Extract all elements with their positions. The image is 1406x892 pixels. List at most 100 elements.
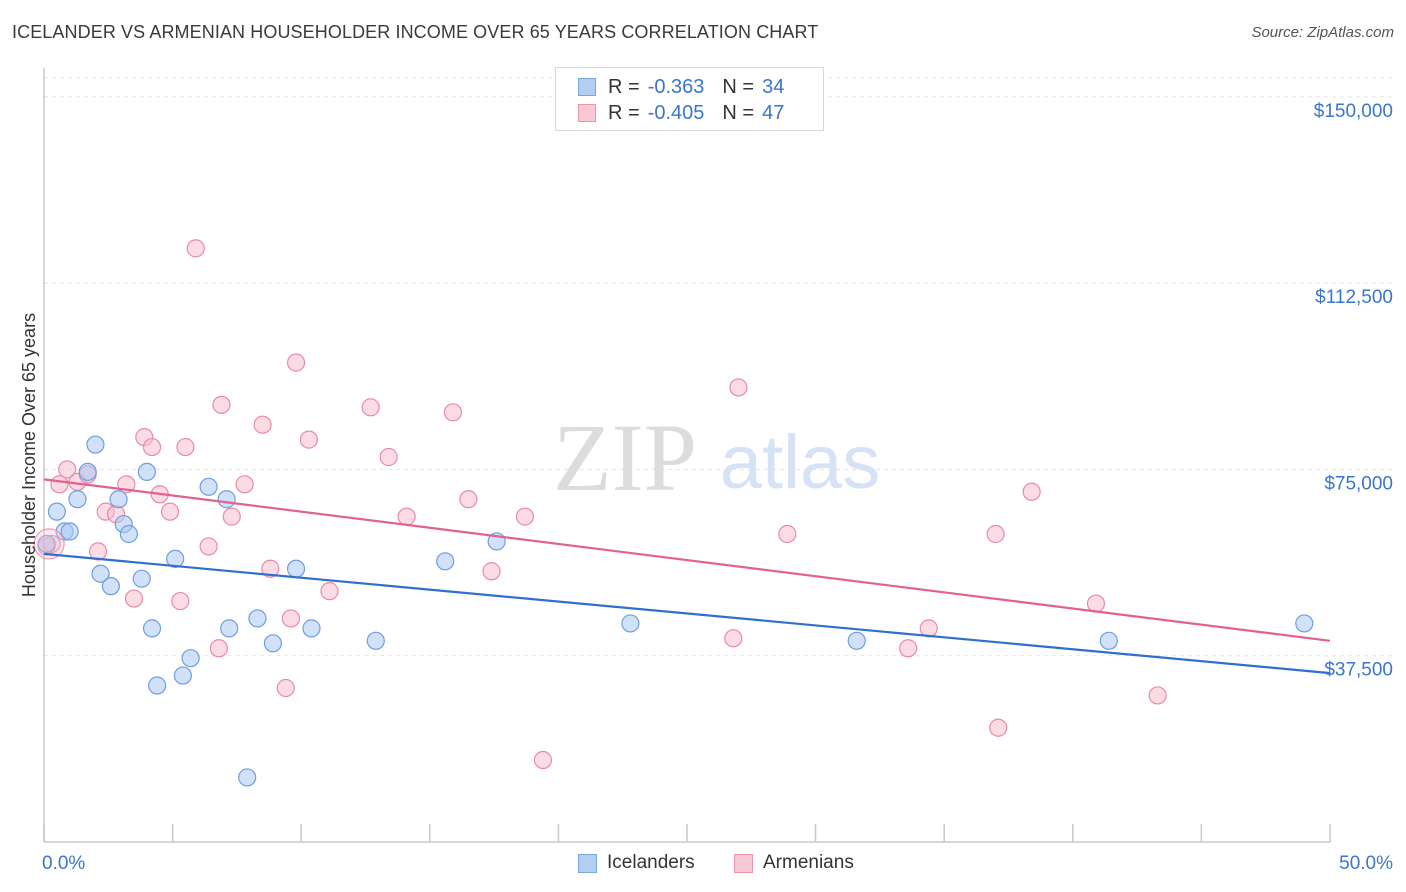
point-armenian	[729, 378, 748, 397]
point-icelander	[137, 462, 156, 482]
point-armenian	[171, 591, 190, 611]
point-armenian	[899, 639, 918, 658]
point-icelander	[263, 634, 283, 653]
point-armenian	[320, 582, 339, 601]
grid-layer	[44, 77, 1395, 657]
watermark-zip: ZIP	[553, 404, 697, 511]
point-icelander	[109, 490, 128, 509]
point-armenian	[261, 559, 280, 578]
bottom-legend-label-icelanders: Icelanders	[607, 852, 695, 873]
y-tick-label: $37,500	[1324, 660, 1393, 681]
point-armenian	[58, 460, 77, 479]
point-icelander	[166, 549, 185, 568]
point-icelander	[37, 534, 56, 554]
point-armenian	[1022, 482, 1041, 501]
point-armenian	[124, 589, 144, 608]
point-icelander	[238, 768, 257, 787]
point-armenian	[299, 430, 319, 449]
point-armenian	[176, 437, 195, 457]
correlation-legend: R = -0.363 N = 34 R = -0.405 N = 47	[555, 67, 824, 131]
point-icelander	[248, 609, 267, 628]
legend-r-value: -0.405	[647, 101, 705, 124]
point-armenian	[281, 609, 301, 628]
point-icelander	[217, 490, 236, 509]
point-icelander	[173, 666, 192, 685]
point-icelander	[621, 614, 640, 633]
point-armenian	[533, 750, 553, 770]
point-icelander	[366, 631, 385, 650]
points-layer	[33, 239, 1314, 787]
point-icelander	[68, 490, 87, 509]
legend-row-armenians: R = -0.405 N = 47	[578, 101, 784, 125]
point-icelander	[78, 462, 97, 482]
point-armenian	[989, 718, 1008, 737]
legend-n-label: N =	[722, 75, 755, 98]
point-armenian	[482, 562, 501, 581]
point-armenian	[397, 507, 416, 526]
x-tick-label: 0.0%	[42, 853, 85, 874]
point-icelander	[181, 649, 200, 668]
point-armenian	[1148, 686, 1167, 705]
point-icelander	[436, 552, 455, 571]
watermark-atlas: atlas	[720, 420, 881, 505]
point-armenian	[1086, 594, 1106, 613]
y-tick-label: $112,500	[1315, 287, 1393, 308]
point-armenian	[222, 507, 241, 526]
trendline-armenian	[43, 478, 1331, 642]
point-icelander	[47, 502, 66, 521]
point-armenian	[986, 524, 1005, 544]
point-icelander	[199, 477, 218, 496]
bottom-legend-swatch-armenians	[734, 853, 753, 873]
legend-r-value: -0.363	[647, 75, 705, 98]
trendline-icelander	[43, 552, 1331, 675]
source-label: Source: ZipAtlas.com	[1251, 24, 1394, 41]
x-tick-label: 50.0%	[1339, 853, 1393, 874]
point-armenian	[276, 678, 295, 698]
legend-r-label: R =	[608, 101, 640, 124]
point-icelander	[119, 524, 138, 544]
point-armenian	[50, 475, 69, 494]
point-armenian	[443, 403, 463, 422]
chart-title: ICELANDER VS ARMENIAN HOUSEHOLDER INCOME…	[12, 22, 819, 42]
point-armenian	[142, 437, 162, 457]
label-layer: $37,500 $75,000 $112,500 $150,000 0.0% 50.0% H…	[19, 101, 1393, 874]
point-icelander	[60, 522, 79, 541]
bottom-legend-armenians: Armenians	[734, 852, 854, 874]
y-axis-title: Householder Income Over 65 years	[19, 313, 39, 597]
point-icelander	[91, 564, 110, 583]
point-armenian	[379, 447, 398, 467]
point-armenian	[199, 537, 218, 556]
bottom-legend-swatch-icelanders	[578, 853, 597, 873]
legend-n-value: 47	[762, 101, 785, 124]
point-armenian	[459, 490, 478, 509]
point-armenian	[286, 353, 306, 372]
legend-r-label: R =	[608, 75, 640, 98]
point-icelander	[86, 435, 105, 454]
point-cluster	[33, 528, 65, 560]
point-icelander	[101, 577, 120, 596]
point-icelander	[1099, 631, 1118, 650]
point-icelander	[1295, 614, 1314, 633]
legend-n-label: N =	[722, 101, 755, 124]
watermark: ZIP atlas	[553, 404, 880, 511]
bottom-legend-label-armenians: Armenians	[763, 852, 854, 873]
point-icelander	[220, 619, 239, 638]
point-armenian	[212, 395, 231, 414]
point-armenian	[186, 239, 205, 258]
point-icelander	[148, 676, 167, 695]
legend-swatch-armenians	[578, 104, 596, 122]
point-armenian	[778, 524, 797, 544]
point-icelander	[847, 631, 866, 650]
point-armenian	[160, 502, 180, 521]
point-icelander	[302, 619, 321, 638]
y-tick-label: $150,000	[1314, 101, 1393, 122]
point-armenian	[724, 629, 743, 648]
point-icelander	[286, 559, 306, 578]
y-tick-label: $75,000	[1324, 473, 1393, 494]
point-armenian	[361, 398, 380, 417]
trend-layer	[43, 478, 1331, 675]
legend-row-icelanders: R = -0.363 N = 34	[578, 75, 784, 99]
point-icelander	[132, 569, 151, 588]
axis-layer	[43, 68, 1331, 843]
